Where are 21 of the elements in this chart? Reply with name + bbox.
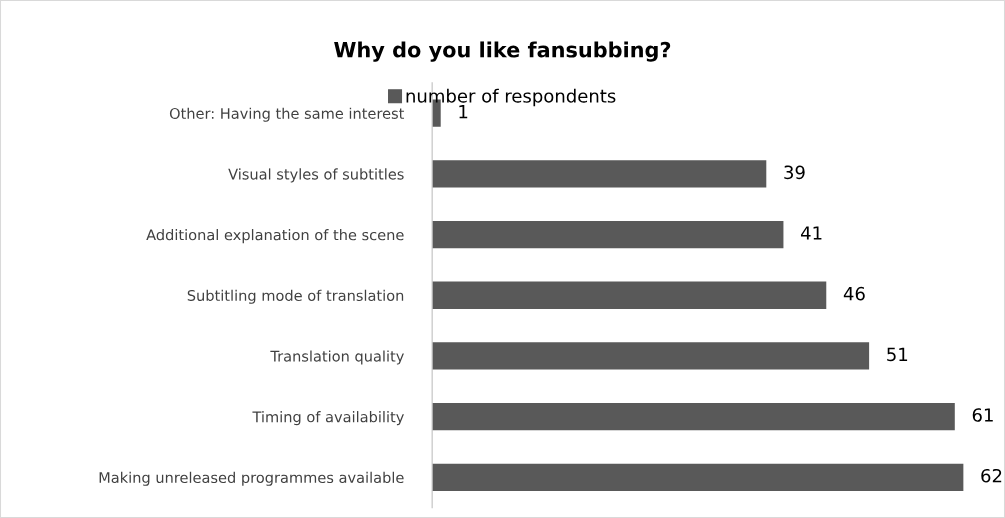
y-tick-label: Additional explanation of the scene: [146, 229, 404, 244]
data-label: 41: [800, 226, 822, 240]
y-tick-label: Visual styles of subtitles: [228, 168, 404, 183]
bar: [432, 402, 955, 431]
bar: [432, 220, 784, 249]
y-tick-label: Other: Having the same interest: [169, 107, 405, 122]
data-label: 51: [887, 347, 908, 362]
bar: [432, 463, 964, 491]
y-tick-label: Timing of availability: [252, 411, 404, 426]
data-label: 62: [981, 468, 1002, 483]
data-label: 46: [843, 286, 865, 301]
bar: [432, 281, 827, 309]
chart-title: Why do you like fansubbing?: [334, 41, 671, 62]
y-tick-label: Translation quality: [270, 350, 404, 365]
data-label: 61: [972, 408, 993, 422]
y-tick-label: Making unreleased programmes available: [99, 471, 404, 486]
y-tick-label: Subtitling mode of translation: [187, 289, 404, 304]
bar: [432, 342, 870, 370]
data-label: 1: [459, 105, 468, 119]
data-label: 39: [784, 165, 805, 180]
bar: [432, 160, 767, 188]
